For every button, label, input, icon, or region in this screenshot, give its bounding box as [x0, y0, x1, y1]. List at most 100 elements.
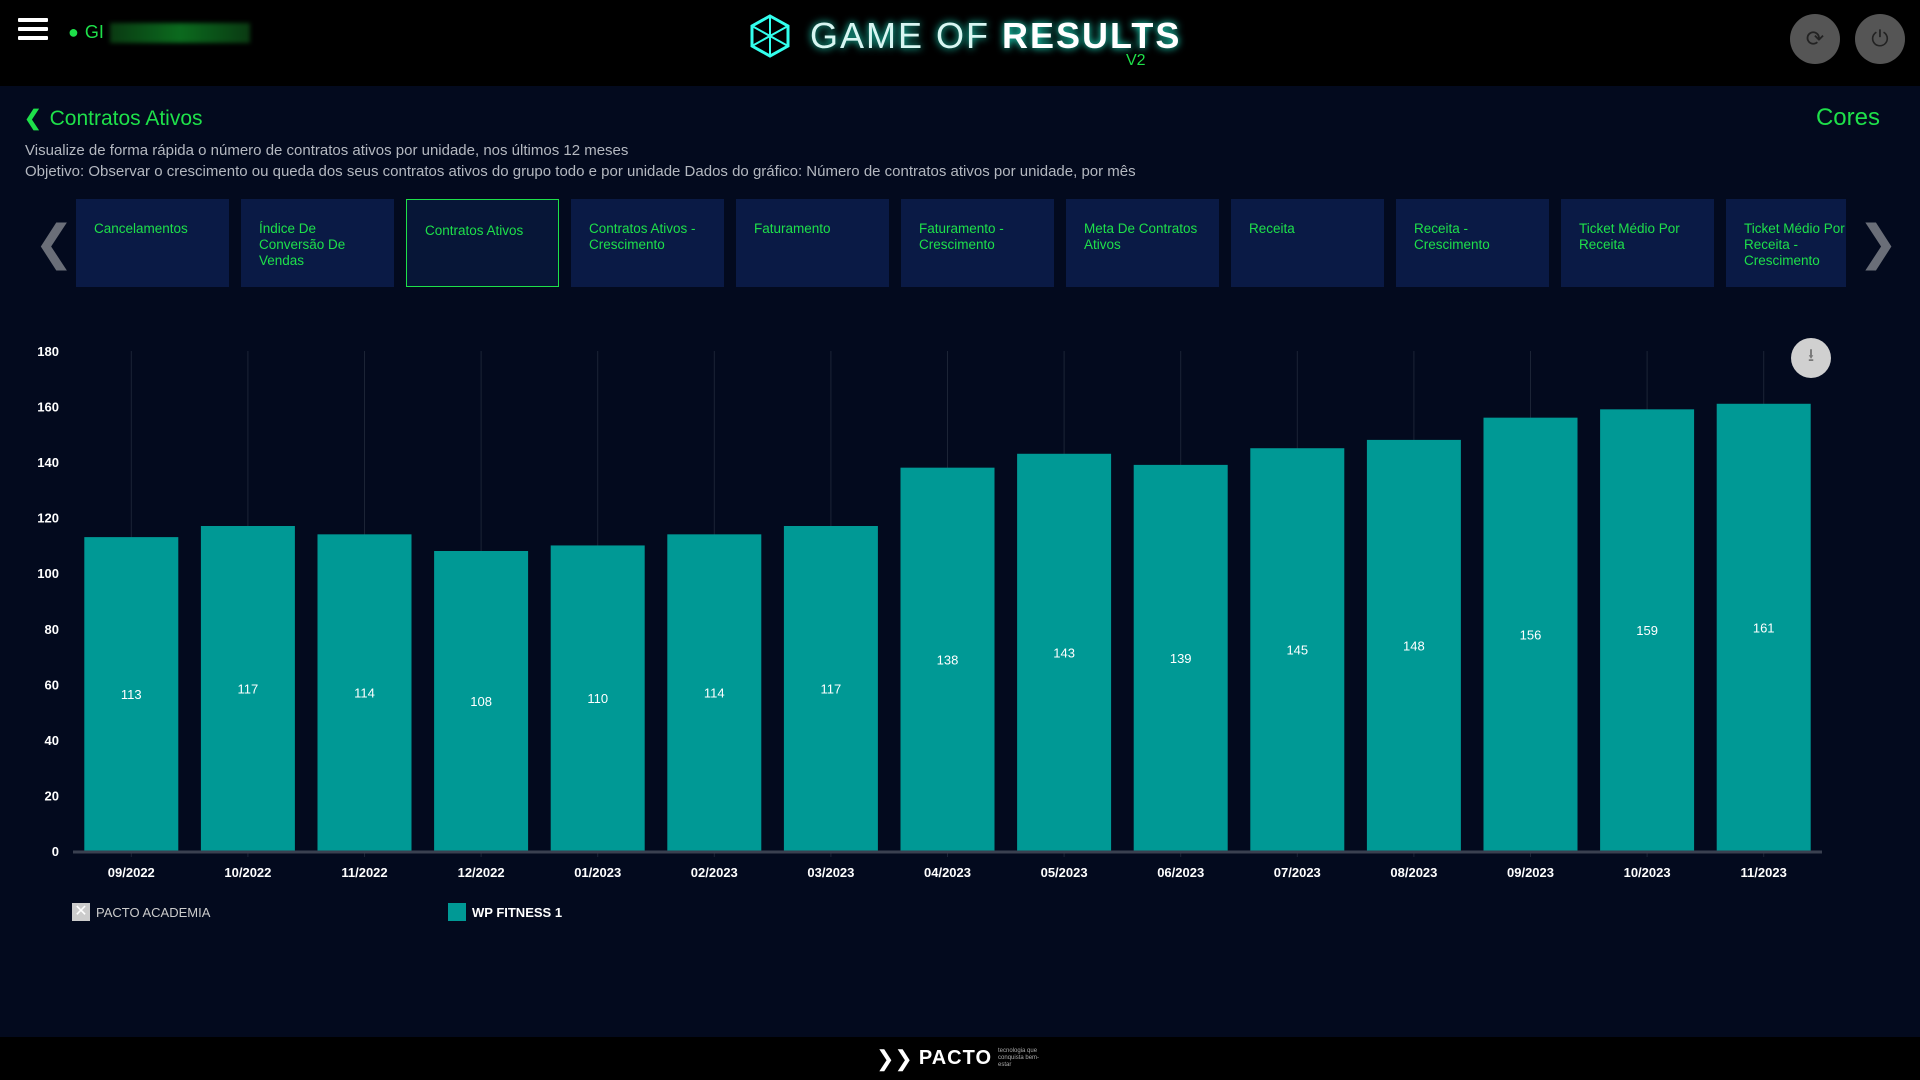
cores-button[interactable]: Cores	[1815, 104, 1880, 131]
legend-label: PACTO ACADEMIA	[96, 904, 211, 920]
x-tick-label: 10/2023	[1624, 865, 1671, 880]
bar-chart: 0 20 40 60 80 100 120 140 160 180 113 09/2022 117 10/…	[37, 344, 1822, 880]
chart-tabs: Cancelamentos Índice De Conversão De Vend…	[76, 199, 1846, 289]
user-name: GI	[84, 22, 104, 42]
x-tick-label: 09/2022	[108, 865, 155, 880]
bar[interactable]	[1366, 439, 1461, 851]
x-tick-label: 09/2023	[1507, 865, 1554, 880]
bar[interactable]	[783, 526, 878, 851]
legend-item-wp-fitness-1[interactable]: WP FITNESS 1	[448, 903, 562, 921]
bar[interactable]	[1133, 464, 1228, 851]
bar-value-label: 114	[354, 686, 375, 701]
bar-value-label: 138	[937, 652, 959, 667]
bar[interactable]	[317, 534, 412, 851]
back-link[interactable]: ❮ Contratos Ativos	[24, 106, 203, 131]
x-tick-label: 12/2022	[458, 865, 505, 880]
bar-value-label: 143	[1053, 645, 1075, 660]
x-tick-label: 01/2023	[574, 865, 621, 880]
bar[interactable]	[667, 534, 762, 851]
user-icon: ●	[68, 22, 79, 42]
y-tick-label: 120	[37, 511, 59, 526]
hamburger-menu-icon[interactable]	[18, 18, 48, 40]
version-label: V2	[1126, 52, 1146, 69]
x-tick-label: 02/2023	[691, 865, 738, 880]
bar-value-label: 117	[238, 682, 259, 697]
redacted-name	[109, 22, 250, 43]
bar-value-label: 156	[1520, 627, 1542, 642]
x-tick-label: 07/2023	[1274, 865, 1321, 880]
power-icon: ⏻	[1871, 26, 1889, 51]
refresh-button[interactable]: ⟳	[1790, 14, 1840, 64]
bar-value-label: 117	[821, 682, 842, 697]
x-tick-label: 11/2022	[341, 865, 387, 880]
logo-text-bold: RESULTS	[1002, 15, 1182, 56]
page-title: Contratos Ativos	[49, 106, 203, 130]
bar-value-label: 159	[1636, 623, 1658, 638]
bar[interactable]	[1600, 409, 1695, 851]
bar[interactable]	[900, 467, 995, 851]
bar[interactable]	[200, 526, 295, 851]
x-tick-label: 11/2023	[1741, 865, 1787, 880]
tab-ticket-m-dio-por-receita-crescimento[interactable]: Ticket Médio Por Receita - Crescimento	[1726, 199, 1846, 287]
logo: GAME OF RESULTS	[748, 14, 1181, 58]
bar-value-label: 114	[704, 686, 725, 701]
bar-value-label: 161	[1753, 620, 1775, 635]
legend-label: WP FITNESS 1	[472, 904, 563, 920]
tab-faturamento-crescimento[interactable]: Faturamento - Crescimento	[901, 199, 1054, 287]
x-tick-label: 06/2023	[1157, 865, 1204, 880]
tab-receita[interactable]: Receita	[1231, 199, 1384, 287]
footer: ❯❯ PACTO tecnologia que conquista bem-es…	[0, 1037, 1920, 1080]
y-tick-label: 140	[37, 455, 59, 470]
tab-contratos-ativos[interactable]: Contratos Ativos	[406, 199, 559, 287]
x-tick-label: 03/2023	[807, 865, 854, 880]
bar-value-label: 148	[1403, 638, 1425, 653]
footer-tagline: tecnologia que conquista bem-estar	[998, 1048, 1040, 1068]
power-button[interactable]: ⏻	[1855, 14, 1905, 64]
y-tick-label: 60	[45, 677, 59, 692]
bar[interactable]	[1716, 403, 1811, 851]
legend-hidden-x-icon: ✕	[72, 903, 90, 921]
footer-brand: PACTO	[918, 1047, 993, 1069]
y-tick-label: 40	[45, 733, 59, 748]
tab--ndice-de-convers-o-de-vendas[interactable]: Índice De Conversão De Vendas	[241, 199, 394, 287]
bar-value-label: 139	[1170, 651, 1192, 666]
x-tick-label: 08/2023	[1390, 865, 1437, 880]
bar-value-label: 113	[121, 687, 142, 702]
tab-contratos-ativos-crescimento[interactable]: Contratos Ativos - Crescimento	[571, 199, 724, 287]
bar[interactable]	[550, 545, 645, 851]
download-icon: ⭳	[1807, 345, 1815, 365]
bar[interactable]	[1250, 448, 1345, 851]
tab-receita-crescimento[interactable]: Receita - Crescimento	[1396, 199, 1549, 287]
logo-hexagon-icon	[750, 14, 790, 58]
chevron-left-icon: ❮	[24, 107, 42, 130]
pacto-logo-icon: ❯❯	[875, 1045, 913, 1071]
y-tick-label: 180	[37, 344, 59, 359]
top-header: ● GI GAME OF RESULTS V2 ⟳ ⏻	[0, 0, 1920, 86]
bar[interactable]	[84, 537, 179, 851]
tab-ticket-m-dio-por-receita[interactable]: Ticket Médio Por Receita	[1561, 199, 1714, 287]
tab-cancelamentos[interactable]: Cancelamentos	[76, 199, 229, 287]
x-tick-label: 10/2022	[224, 865, 271, 880]
x-tick-label: 04/2023	[924, 865, 971, 880]
tab-faturamento[interactable]: Faturamento	[736, 199, 889, 287]
logo-text: GAME OF	[810, 15, 1003, 56]
refresh-icon: ⟳	[1805, 26, 1825, 51]
bar-value-label: 108	[470, 694, 492, 709]
bar[interactable]	[1017, 453, 1112, 851]
legend-swatch	[448, 903, 466, 921]
download-chart-button[interactable]: ⭳	[1791, 338, 1831, 378]
tabs-next-arrow-icon[interactable]: ❯	[1858, 217, 1899, 270]
x-tick-label: 05/2023	[1041, 865, 1088, 880]
user-info: ● GI	[68, 22, 250, 43]
tab-meta-de-contratos-ativos[interactable]: Meta De Contratos Ativos	[1066, 199, 1219, 287]
bar[interactable]	[1483, 417, 1578, 851]
y-tick-label: 0	[52, 844, 59, 859]
legend-item-pacto-academia[interactable]: ✕ PACTO ACADEMIA	[72, 903, 210, 921]
bar[interactable]	[434, 551, 529, 851]
y-tick-label: 80	[45, 622, 59, 637]
y-tick-label: 160	[37, 400, 59, 415]
page-description: Visualize de forma rápida o número de co…	[25, 142, 629, 159]
y-tick-label: 100	[37, 566, 59, 581]
tabs-prev-arrow-icon[interactable]: ❮	[34, 217, 75, 270]
bar-value-label: 110	[587, 691, 608, 706]
